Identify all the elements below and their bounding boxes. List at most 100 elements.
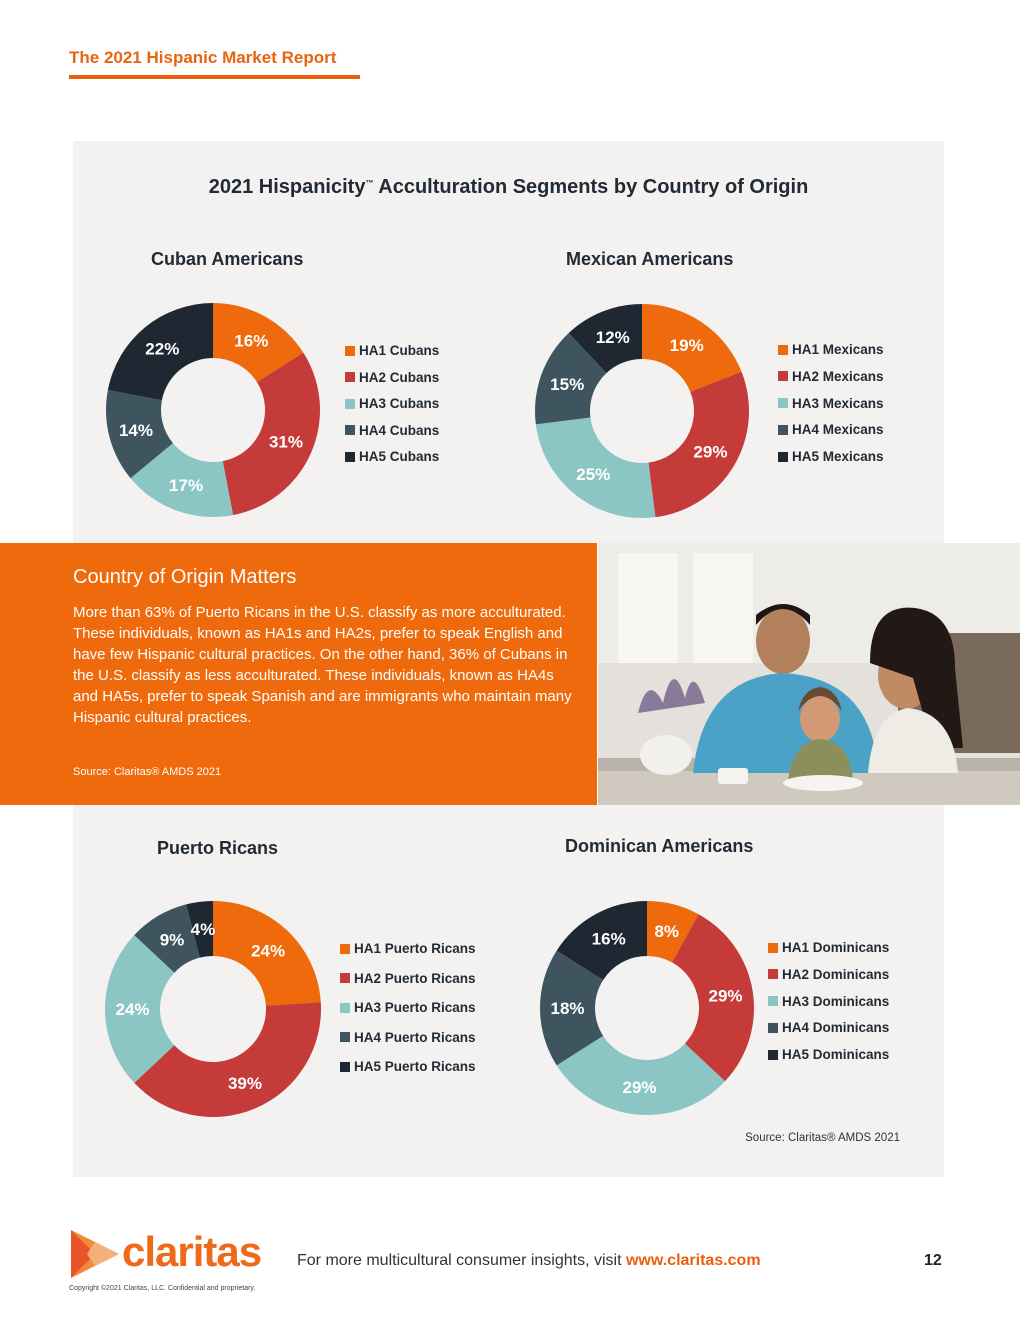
claritas-logo-icon (71, 1230, 119, 1278)
slice-cuban-ha5 (107, 303, 213, 401)
legend-swatch (340, 1061, 350, 1072)
slice-puerto-ha4 (134, 904, 200, 973)
legend-item: HA1 Dominicans (768, 940, 889, 955)
slice-label-puerto-ha4: 9% (160, 931, 185, 950)
legend-swatch (345, 345, 355, 356)
legend-swatch (340, 973, 350, 983)
slice-mexican-ha1 (642, 304, 742, 392)
claritas-logo-text: claritas (122, 1228, 262, 1275)
slice-mexican-ha2 (648, 371, 749, 518)
slice-dominican-ha3 (556, 1035, 725, 1115)
claritas-logo: claritas (69, 1228, 269, 1280)
legend-label: HA3 Dominicans (782, 993, 890, 1009)
legend-label: HA5 Cubans (359, 449, 440, 464)
slice-label-mexican-ha5: 12% (596, 328, 630, 347)
legend-item: HA1 Puerto Ricans (340, 941, 476, 956)
legend-item: HA1 Cubans (345, 343, 439, 358)
callout-heading: Country of Origin Matters (73, 566, 297, 588)
legend-swatch (768, 969, 778, 980)
slice-label-dominican-ha3: 29% (623, 1078, 657, 1097)
slice-label-cuban-ha5: 22% (145, 340, 179, 359)
legend-item: HA2 Puerto Ricans (340, 971, 476, 986)
slice-cuban-ha4 (106, 389, 173, 479)
legend-label: HA3 Cubans (359, 396, 440, 411)
legend-swatch (340, 1002, 350, 1013)
slice-label-puerto-ha1: 24% (251, 941, 285, 960)
title-underline (69, 75, 360, 79)
slice-cuban-ha2 (222, 352, 320, 516)
legend-item: HA4 Cubans (345, 423, 439, 438)
slice-label-cuban-ha1: 16% (234, 331, 268, 350)
slice-label-dominican-ha1: 8% (654, 922, 679, 941)
chart-title-mexican: Mexican Americans (566, 249, 734, 269)
main-chart-title: 2021 Hispanicity™ Acculturation Segments… (208, 176, 809, 198)
callout-band (0, 543, 597, 805)
legend-swatch (340, 943, 350, 954)
legend-label: HA4 Puerto Ricans (354, 1029, 476, 1045)
legend-label: HA4 Mexicans (792, 422, 884, 438)
footer-cta-text: For more multicultural consumer insights… (297, 1252, 626, 1269)
slice-cuban-ha1 (213, 303, 304, 383)
family-photo-illustration (598, 543, 1020, 805)
slice-dominican-ha1 (647, 901, 699, 963)
legend-item: HA3 Dominicans (768, 994, 889, 1009)
legend-label: HA4 Cubans (359, 422, 440, 438)
legend-label: HA1 Cubans (359, 343, 440, 358)
legend-item: HA4 Puerto Ricans (340, 1030, 476, 1045)
slice-label-dominican-ha5: 16% (592, 929, 626, 948)
callout-source: Source: Claritas® AMDS 2021 (73, 766, 222, 778)
legend-label: HA2 Mexicans (792, 368, 884, 384)
legend-swatch (768, 1049, 778, 1060)
legend-item: HA2 Cubans (345, 370, 439, 385)
slice-label-dominican-ha2: 29% (709, 987, 743, 1006)
slice-label-cuban-ha2: 31% (269, 433, 303, 452)
slice-dominican-ha4 (539, 950, 604, 1066)
legend-swatch (778, 371, 788, 382)
slice-dominican-ha2 (672, 914, 755, 1082)
legend-label: HA1 Mexicans (792, 342, 884, 357)
slice-puerto-ha2 (134, 1002, 321, 1117)
family-photo (598, 543, 1020, 805)
bottom-source: Source: Claritas® AMDS 2021 (745, 1132, 900, 1144)
legend-item: HA2 Mexicans (778, 369, 884, 384)
legend-swatch (768, 1022, 778, 1033)
legend-item: HA5 Cubans (345, 449, 439, 464)
slice-label-puerto-ha5: 4% (191, 920, 216, 939)
legend-swatch (345, 398, 355, 409)
chart-title-cuban: Cuban Americans (151, 249, 304, 269)
slice-label-puerto-ha2: 39% (228, 1074, 262, 1093)
legend-item: HA5 Puerto Ricans (340, 1059, 476, 1074)
slice-label-mexican-ha1: 19% (670, 336, 704, 355)
legend-label: HA4 Dominicans (782, 1020, 890, 1036)
legend-swatch (778, 451, 788, 462)
legend-item: HA3 Cubans (345, 396, 439, 411)
page-number: 12 (924, 1252, 942, 1269)
slice-label-mexican-ha2: 29% (693, 442, 727, 461)
legend-item: HA2 Dominicans (768, 967, 889, 982)
legend-swatch (778, 398, 788, 408)
legend-label: HA1 Dominicans (782, 940, 890, 955)
legend-swatch (345, 425, 355, 435)
slice-label-cuban-ha4: 14% (119, 421, 153, 440)
legend-swatch (345, 372, 355, 382)
chart-title-dominican: Dominican Americans (565, 836, 754, 856)
legend-label: HA2 Dominicans (782, 966, 890, 982)
legend-item: HA5 Dominicans (768, 1047, 889, 1062)
legend-label: HA5 Dominicans (782, 1047, 890, 1062)
slice-dominican-ha5 (556, 901, 647, 981)
legend-label: HA2 Puerto Ricans (354, 970, 476, 986)
chart-title-puerto-rican: Puerto Ricans (157, 838, 279, 858)
slice-mexican-ha3 (535, 417, 656, 518)
legend-item: HA4 Dominicans (768, 1020, 889, 1035)
callout-body: More than 63% of Puerto Ricans in the U.… (73, 604, 572, 726)
legend-item: HA4 Mexicans (778, 422, 884, 437)
legend-swatch (768, 996, 778, 1006)
legend-item: HA3 Mexicans (778, 396, 884, 411)
claritas-website-link[interactable]: www.claritas.com (625, 1252, 761, 1269)
slice-label-mexican-ha3: 25% (576, 465, 610, 484)
legend-label: HA1 Puerto Ricans (354, 941, 476, 956)
